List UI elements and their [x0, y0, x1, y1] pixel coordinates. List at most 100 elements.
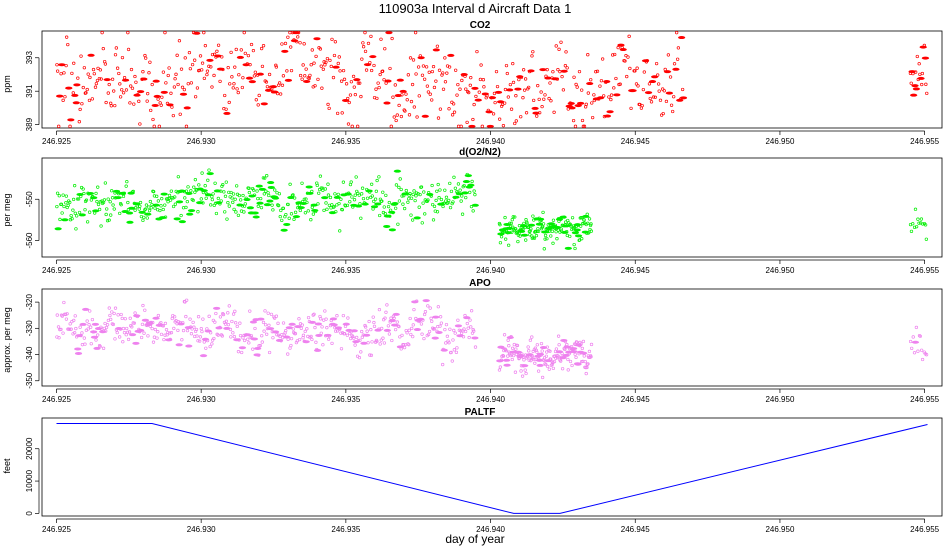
data-point	[680, 87, 685, 92]
data-point	[378, 342, 382, 346]
data-point	[351, 74, 356, 79]
y-tick-label: 20000	[25, 437, 34, 460]
data-point	[117, 71, 121, 76]
data-point	[88, 309, 92, 313]
data-point	[235, 184, 239, 188]
data-point	[246, 337, 250, 341]
data-point	[195, 86, 200, 90]
data-point	[80, 331, 84, 335]
data-point	[156, 199, 161, 203]
data-point	[432, 48, 440, 52]
data-point	[573, 228, 581, 232]
data-point	[668, 75, 673, 79]
data-point	[438, 315, 443, 319]
data-point	[177, 39, 182, 43]
data-point	[419, 185, 424, 189]
data-point	[228, 327, 233, 332]
data-point	[256, 72, 264, 76]
data-point	[205, 69, 210, 73]
data-point	[400, 93, 404, 97]
data-point	[393, 169, 402, 173]
data-point	[305, 327, 309, 331]
data-point	[167, 193, 172, 198]
data-point	[648, 96, 652, 101]
data-point	[305, 185, 313, 189]
data-point	[436, 305, 440, 309]
data-point	[286, 202, 290, 207]
data-point	[448, 205, 453, 210]
data-point	[451, 102, 456, 106]
data-point	[132, 102, 136, 106]
data-point	[202, 31, 206, 35]
data-point	[137, 99, 141, 103]
data-point	[226, 201, 230, 205]
data-point	[70, 71, 74, 76]
data-point	[561, 88, 566, 92]
data-point	[242, 210, 246, 214]
plot-frame	[41, 417, 943, 517]
data-point	[628, 66, 632, 71]
data-point	[168, 337, 172, 342]
data-point	[510, 218, 514, 222]
data-point	[207, 314, 211, 318]
data-point	[334, 329, 338, 333]
data-point	[559, 227, 563, 231]
data-point	[64, 201, 68, 205]
data-point	[142, 215, 146, 220]
data-point	[55, 191, 60, 195]
data-point	[274, 314, 279, 318]
data-point	[356, 81, 361, 85]
data-point	[580, 118, 585, 123]
data-point	[461, 335, 466, 339]
data-point	[424, 65, 429, 69]
data-point	[353, 78, 361, 82]
data-point	[511, 215, 515, 219]
data-point	[296, 31, 301, 35]
data-point	[304, 67, 308, 71]
data-point	[94, 81, 99, 86]
data-point	[73, 83, 81, 87]
data-point	[579, 224, 583, 228]
data-point	[471, 209, 475, 213]
data-point	[138, 200, 143, 205]
data-point	[346, 316, 350, 320]
data-point	[100, 31, 104, 35]
data-point	[430, 319, 434, 323]
data-point	[299, 326, 303, 330]
data-point	[313, 84, 317, 88]
data-point	[573, 223, 582, 227]
data-point	[580, 237, 584, 241]
data-point	[513, 370, 518, 374]
data-point	[919, 348, 924, 352]
data-point	[466, 326, 470, 330]
data-point	[480, 124, 484, 128]
data-point	[149, 206, 153, 210]
data-point	[340, 208, 344, 212]
data-point	[443, 188, 447, 192]
data-point	[114, 196, 122, 200]
data-point	[514, 119, 518, 123]
data-point	[559, 40, 563, 44]
data-point	[397, 199, 402, 203]
data-point	[344, 82, 349, 86]
data-point	[459, 124, 463, 128]
data-point	[529, 227, 533, 231]
data-point	[535, 222, 543, 226]
data-point	[209, 203, 213, 207]
data-point	[388, 319, 396, 323]
data-point	[428, 306, 432, 310]
data-point	[148, 60, 152, 64]
data-point	[119, 312, 123, 317]
data-point	[223, 93, 227, 98]
data-point	[529, 359, 533, 363]
data-point	[437, 68, 442, 72]
data-point	[236, 55, 244, 59]
data-point	[135, 314, 140, 319]
data-point	[656, 73, 660, 77]
data-point	[414, 72, 418, 76]
data-point	[527, 358, 531, 362]
data-point	[190, 62, 195, 67]
data-point	[267, 323, 271, 327]
plot-area: 246.925 246.930 246.935 246.940 246.945 246.9…	[25, 417, 943, 534]
data-point	[264, 80, 269, 84]
